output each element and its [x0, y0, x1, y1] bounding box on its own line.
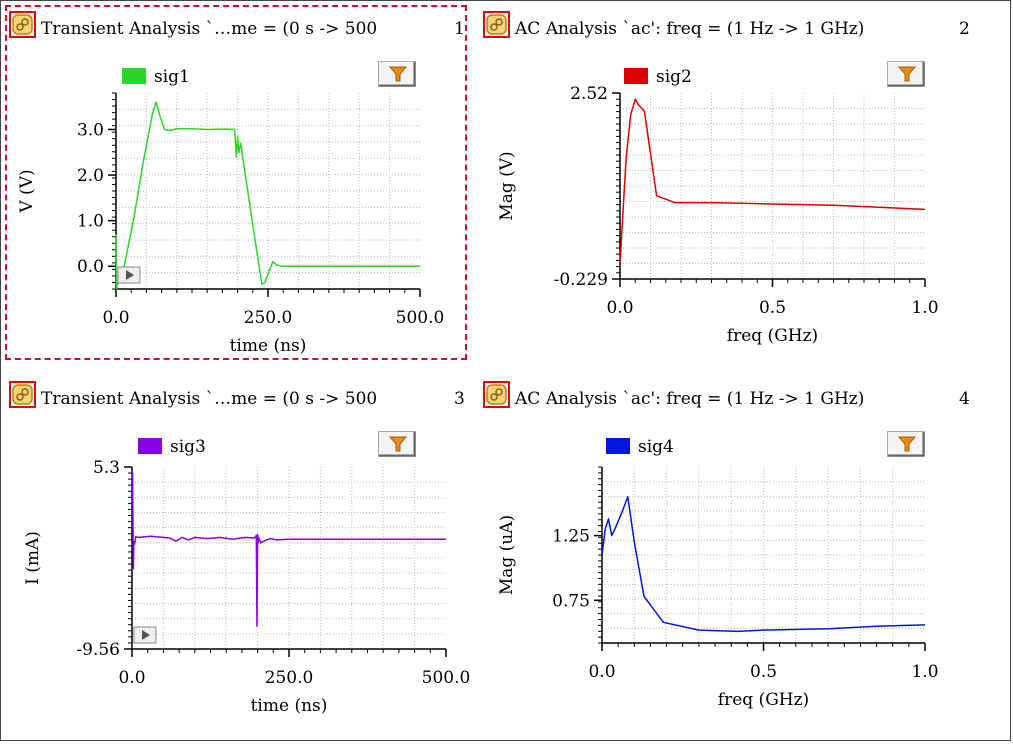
x-tick-label: 0.0: [102, 308, 129, 328]
x-tick-label: 0.5: [759, 298, 786, 318]
legend-label: sig2: [656, 67, 692, 87]
series-line-sig4: [601, 496, 926, 633]
y-tick-label: 2.0: [77, 166, 104, 186]
y-tick-label: 0.0: [77, 257, 104, 277]
y-tick-label: 5.3: [93, 458, 120, 478]
chart-4: 0.0 0.5 1.0 0.75 1.25 freq (GHz) Mag (uA) sig4: [497, 437, 939, 710]
x-tick-label: 500.0: [396, 308, 445, 328]
x-tick-label: 0.0: [606, 298, 633, 318]
series-line-sig3: [131, 472, 446, 627]
plot-number: 4: [959, 389, 970, 409]
y-tick-label: 1.0: [77, 212, 104, 232]
legend-label: sig4: [638, 437, 674, 457]
play-button[interactable]: [117, 266, 141, 284]
selection-border: [5, 5, 467, 360]
filter-icon[interactable]: [887, 61, 925, 87]
legend-swatch: [606, 438, 630, 454]
plot-title: Transient Analysis `…me = (0 s -> 500: [41, 19, 378, 39]
plot-title: AC Analysis `ac': freq = (1 Hz -> 1 GHz): [515, 19, 865, 39]
chart-2: 0.0 0.5 1.0 -0.229 2.52 freq (GHz) Mag (V) sig2: [497, 67, 939, 346]
play-icon: [126, 270, 134, 280]
plot-panel-1[interactable]: Transient Analysis `…me = (0 s -> 500 1 …: [5, 5, 475, 370]
chart-1: 0.0 250.0 500.0 0.0 1.0 2.0 3.0 time (ns) V (V) s…: [17, 67, 445, 356]
x-axis-title: time (ns): [251, 696, 328, 716]
legend-swatch: [624, 68, 648, 84]
plot-settings-icon[interactable]: [483, 381, 510, 408]
x-axis-title: freq (GHz): [727, 326, 818, 346]
plot-panel-2[interactable]: AC Analysis `ac': freq = (1 Hz -> 1 GHz)…: [479, 5, 970, 370]
x-tick-label: 500.0: [422, 668, 471, 688]
filter-icon[interactable]: [887, 431, 925, 457]
x-tick-label: 250.0: [244, 308, 293, 328]
plot-number: 2: [959, 19, 970, 39]
y-tick-label: 2.52: [570, 84, 608, 104]
x-tick-label: 0.0: [118, 668, 145, 688]
x-tick-label: 1.0: [911, 298, 938, 318]
y-axis-title: Mag (uA): [497, 515, 517, 595]
play-icon: [142, 630, 150, 640]
plot-settings-icon[interactable]: [9, 11, 36, 38]
legend-swatch: [122, 68, 146, 84]
y-tick-label: 0.75: [552, 591, 590, 611]
plot-panel-3[interactable]: Transient Analysis `…me = (0 s -> 500 3 …: [5, 375, 475, 740]
y-axis-title: I (mA): [23, 531, 43, 585]
legend-label: sig3: [170, 437, 206, 457]
plot-settings-icon[interactable]: [483, 11, 510, 38]
x-tick-label: 0.0: [588, 662, 615, 682]
plot-settings-icon[interactable]: [9, 381, 36, 408]
y-axis-title: Mag (V): [497, 151, 517, 220]
y-tick-label: -0.229: [554, 270, 608, 290]
y-axis-title: V (V): [17, 169, 37, 213]
x-axis-title: freq (GHz): [718, 690, 809, 710]
x-tick-label: 0.5: [750, 662, 777, 682]
play-button[interactable]: [133, 626, 157, 644]
chart-3: 0.0 250.0 500.0 -9.56 5.3 time (ns) I (mA) sig3: [23, 437, 471, 716]
filter-icon[interactable]: [378, 61, 416, 87]
plot-title: Transient Analysis `…me = (0 s -> 500: [41, 389, 378, 409]
x-tick-label: 1.0: [911, 662, 938, 682]
filter-icon[interactable]: [378, 431, 416, 457]
series-line-sig2: [619, 98, 926, 264]
x-axis-title: time (ns): [230, 336, 307, 356]
y-tick-label: 3.0: [77, 120, 104, 140]
x-tick-label: 250.0: [265, 668, 314, 688]
series-line-sig1: [115, 101, 420, 290]
plot-number: 1: [454, 19, 465, 39]
legend-swatch: [138, 438, 162, 454]
plot-title: AC Analysis `ac': freq = (1 Hz -> 1 GHz): [515, 389, 865, 409]
legend-label: sig1: [154, 67, 190, 87]
y-tick-label: -9.56: [76, 640, 120, 660]
plot-panel-4[interactable]: AC Analysis `ac': freq = (1 Hz -> 1 GHz)…: [479, 375, 970, 740]
plot-number: 3: [454, 389, 465, 409]
y-tick-label: 1.25: [552, 527, 590, 547]
